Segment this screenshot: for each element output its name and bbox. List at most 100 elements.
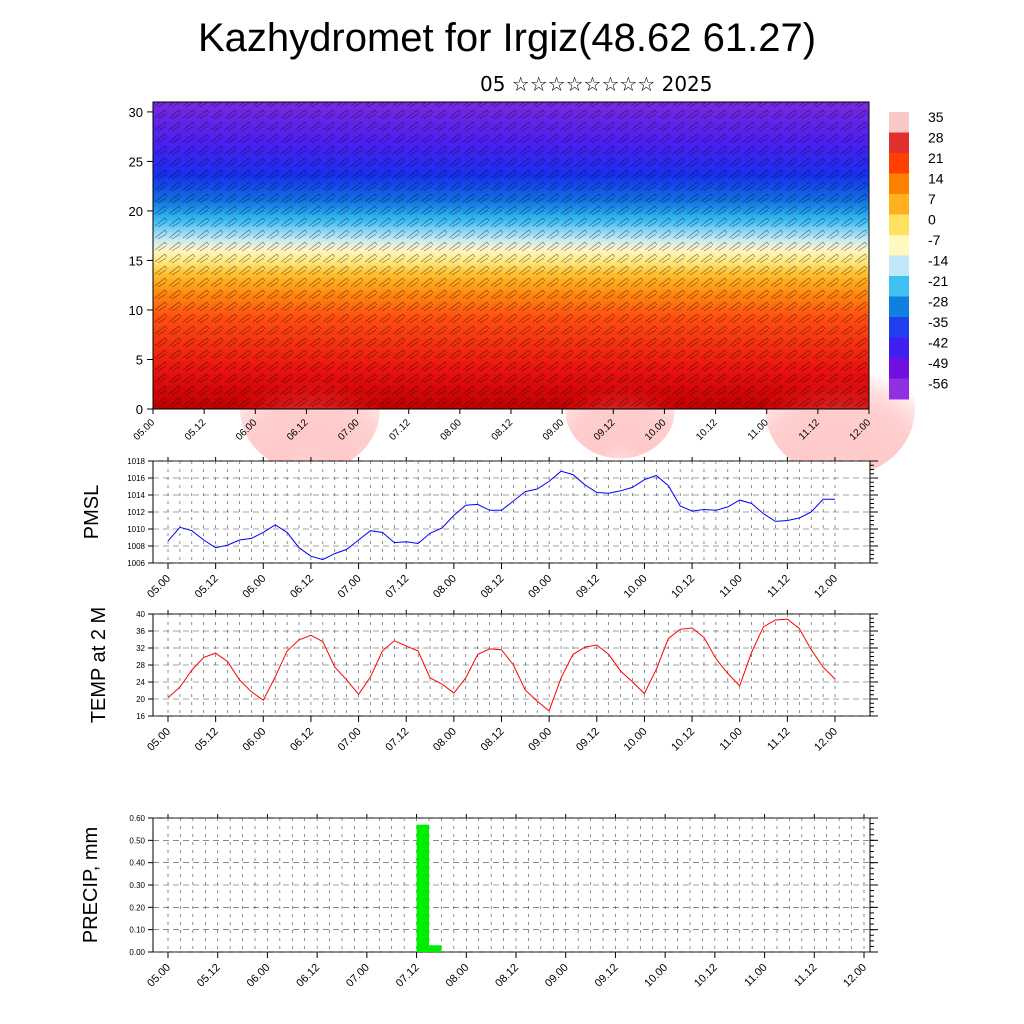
chart-title: Kazhydromet for Irgiz(48.62 61.27) bbox=[197, 16, 817, 60]
x-tick-label: 10.12 bbox=[694, 417, 720, 443]
x-tick-label: 12.00 bbox=[812, 726, 840, 754]
x-tick-label: 11.12 bbox=[765, 573, 792, 600]
y-tick-label: 40 bbox=[136, 610, 145, 619]
x-tick-label: 11.00 bbox=[717, 726, 744, 753]
colorbar-label: 21 bbox=[928, 150, 944, 166]
x-tick-label: 10.00 bbox=[622, 573, 650, 601]
x-tick-label: 05.00 bbox=[132, 417, 158, 443]
x-tick-label: 11.00 bbox=[717, 573, 744, 600]
colorbar-label: -21 bbox=[928, 273, 948, 289]
y-tick-label: 30 bbox=[129, 105, 143, 120]
colorbar-label: 0 bbox=[928, 212, 936, 228]
x-tick-label: 11.12 bbox=[792, 962, 819, 989]
colorbar-swatch bbox=[889, 296, 909, 318]
chart-subtitle: 05 ☆☆☆☆☆☆☆☆ 2025 bbox=[480, 72, 713, 96]
colorbar-swatch bbox=[889, 255, 909, 277]
y-axis-label: PRECIP, mm bbox=[80, 827, 102, 943]
x-tick-label: 08.00 bbox=[439, 417, 465, 443]
colorbar-swatch bbox=[889, 337, 909, 359]
colorbar-swatch bbox=[889, 378, 909, 400]
colorbar-label: 35 bbox=[928, 109, 944, 125]
colorbar-label: 28 bbox=[928, 130, 944, 146]
colorbar-label: -28 bbox=[928, 294, 948, 310]
y-tick-label: 0.20 bbox=[129, 903, 145, 912]
x-tick-label: 09.12 bbox=[574, 573, 602, 601]
x-tick-label: 11.00 bbox=[742, 962, 769, 989]
x-tick-label: 07.12 bbox=[394, 962, 422, 990]
x-tick-label: 06.12 bbox=[288, 726, 316, 754]
colorbar-label: -49 bbox=[928, 355, 948, 371]
y-tick-label: 0.50 bbox=[129, 836, 145, 845]
x-tick-label: 10.12 bbox=[669, 726, 697, 754]
x-tick-label: 07.12 bbox=[383, 726, 411, 754]
y-tick-label: 0.30 bbox=[129, 881, 145, 890]
y-tick-label: 24 bbox=[136, 678, 145, 687]
x-tick-label: 07.00 bbox=[336, 726, 364, 754]
x-tick-label: 08.00 bbox=[431, 573, 459, 601]
x-tick-label: 12.00 bbox=[812, 573, 840, 601]
x-tick-label: 09.12 bbox=[593, 962, 621, 990]
x-tick-label: 05.12 bbox=[193, 573, 221, 601]
x-tick-label: 07.00 bbox=[344, 962, 372, 990]
colorbar-swatch bbox=[889, 276, 909, 297]
colorbar-label: -56 bbox=[928, 376, 948, 392]
y-tick-label: 1010 bbox=[127, 525, 145, 534]
pmsl-panel: 1006 1008 1010 1012 1014 1016 1018 05.00 05.12 06… bbox=[81, 457, 878, 601]
y-tick-label: 15 bbox=[129, 253, 143, 268]
y-tick-label: 1012 bbox=[127, 508, 145, 517]
x-tick-label: 05.00 bbox=[145, 962, 173, 990]
colorbar-swatch bbox=[889, 214, 909, 236]
plot-frame bbox=[152, 613, 871, 717]
x-tick-label: 09.00 bbox=[526, 573, 554, 601]
colorbar-label: -42 bbox=[928, 335, 948, 351]
precip-bar bbox=[429, 945, 442, 952]
y-tick-label: 0.10 bbox=[129, 926, 145, 935]
colorbar-swatch bbox=[889, 235, 909, 256]
colorbar-label: -14 bbox=[928, 253, 948, 269]
x-tick-label: 08.00 bbox=[443, 962, 471, 990]
colorbar-label: 7 bbox=[928, 191, 936, 207]
x-tick-label: 05.12 bbox=[195, 962, 223, 990]
colorbar-label: -7 bbox=[928, 232, 941, 248]
colorbar-swatch bbox=[889, 358, 909, 379]
x-tick-label: 09.12 bbox=[574, 726, 602, 754]
y-tick-label: 1018 bbox=[127, 457, 145, 466]
x-tick-label: 08.00 bbox=[431, 726, 459, 754]
x-tick-label: 10.12 bbox=[669, 573, 697, 601]
y-tick-label: 32 bbox=[136, 644, 145, 653]
x-tick-label: 10.12 bbox=[692, 962, 720, 990]
x-tick-label: 10.00 bbox=[622, 726, 650, 754]
x-tick-label: 11.12 bbox=[765, 726, 792, 753]
precip-bar bbox=[416, 824, 429, 952]
y-tick-label: 1016 bbox=[127, 474, 145, 483]
plot-frame bbox=[152, 460, 871, 564]
wind-barbs bbox=[153, 102, 869, 409]
x-tick-label: 10.00 bbox=[642, 962, 670, 990]
x-tick-label: 08.12 bbox=[493, 962, 521, 990]
y-tick-label: 1006 bbox=[127, 559, 145, 568]
y-tick-label: 10 bbox=[129, 303, 143, 318]
colorbar-swatch bbox=[889, 112, 909, 133]
x-tick-label: 06.12 bbox=[294, 962, 322, 990]
colorbar: 35 28 21 14 7 0 -7 -14 -21 -28 -35 -42 -49 -56 bbox=[889, 109, 948, 400]
plot-frame bbox=[152, 817, 871, 953]
y-tick-label: 20 bbox=[129, 204, 143, 219]
x-tick-label: 05.00 bbox=[145, 573, 173, 601]
x-tick-label: 05.00 bbox=[145, 726, 173, 754]
x-tick-label: 05.12 bbox=[193, 726, 221, 754]
y-tick-label: 1008 bbox=[127, 542, 145, 551]
x-tick-label: 07.00 bbox=[336, 573, 364, 601]
x-tick-label: 06.00 bbox=[240, 573, 268, 601]
y-tick-label: 0 bbox=[136, 402, 143, 417]
y-tick-label: 25 bbox=[129, 154, 143, 169]
y-tick-label: 20 bbox=[136, 695, 145, 704]
x-tick-label: 07.12 bbox=[383, 573, 411, 601]
temp-panel: 16 20 24 28 32 36 40 05.00 05.12 06.00 06.12 07.00 0… bbox=[88, 607, 878, 754]
colorbar-swatch bbox=[889, 173, 909, 195]
x-tick-label: 06.00 bbox=[240, 726, 268, 754]
colorbar-swatch bbox=[889, 132, 909, 154]
y-tick-label: 0.40 bbox=[129, 859, 145, 868]
x-tick-label: 07.12 bbox=[387, 417, 413, 443]
x-tick-label: 06.00 bbox=[245, 962, 273, 990]
